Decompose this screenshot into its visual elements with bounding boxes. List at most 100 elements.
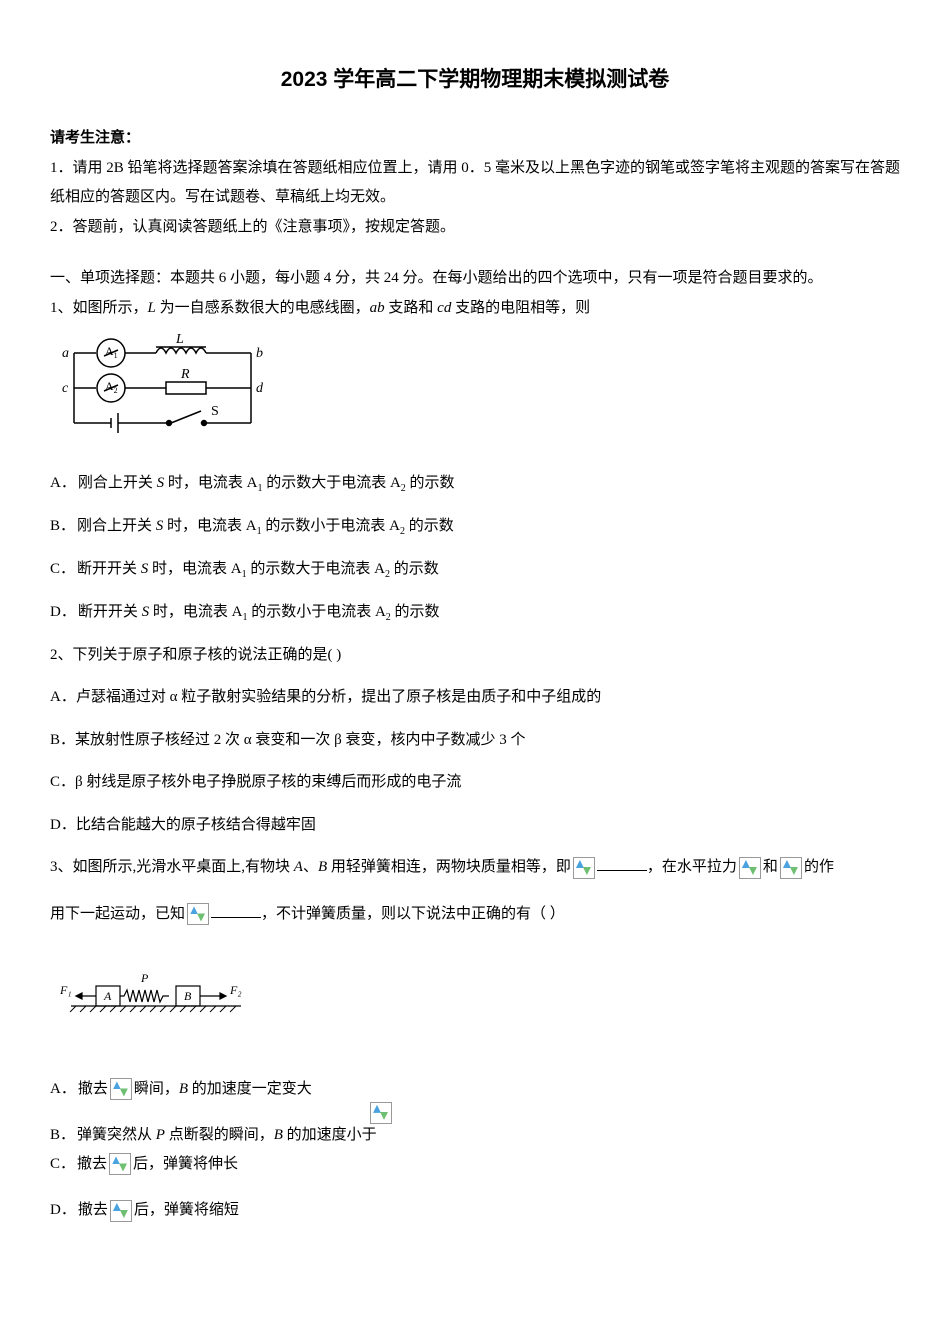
q3-l2a: 用下一起运动，已知 <box>50 906 185 922</box>
q3-option-A: A．撤去瞬间，B 的加速度一定变大 <box>50 1075 900 1104</box>
q1-A-label: A． <box>50 475 76 491</box>
label-F2: F₂ <box>229 983 242 997</box>
broken-image-icon <box>780 857 802 879</box>
q2-option-B: B．某放射性原子核经过 2 次 α 衰变和一次 β 衰变，核内中子数减少 3 个 <box>50 726 900 755</box>
q1-stem-prefix: 如图所示， <box>73 300 148 316</box>
svg-text:A2: A2 <box>105 379 118 395</box>
q2-number: 2、 <box>50 647 73 663</box>
label-d: d <box>256 381 264 396</box>
svg-text:A1: A1 <box>105 344 118 360</box>
q3-D-label: D． <box>50 1202 76 1218</box>
q3-p3: ，在水平拉力 <box>647 859 737 875</box>
q3-number: 3、 <box>50 859 73 875</box>
q1-A-mid2: 的示数大于电流表 A <box>262 475 400 491</box>
notice-heading: 请考生注意： <box>50 124 900 153</box>
broken-image-icon <box>110 1078 132 1100</box>
q3-varA: A <box>294 859 303 875</box>
q3-option-B: B．弹簧突然从 P 点断裂的瞬间，B 的加速度小于 <box>50 1121 900 1124</box>
q3-B-varB: B <box>274 1127 283 1143</box>
q1-C-label: C． <box>50 561 75 577</box>
label-A2-sub: 2 <box>114 386 118 395</box>
label-block-B: B <box>184 989 192 1003</box>
broken-image-icon <box>370 1102 392 1124</box>
q2-option-A: A．卢瑟福通过对 α 粒子散射实验结果的分析，提出了原子核是由质子和中子组成的 <box>50 683 900 712</box>
q1-D-S: S <box>142 604 150 620</box>
blank-line <box>211 904 261 918</box>
q3-A-varB: B <box>179 1081 188 1097</box>
label-A1: A <box>105 344 114 358</box>
q1-D-label: D． <box>50 604 76 620</box>
blank-line <box>597 858 647 872</box>
broken-image-icon <box>187 903 209 925</box>
q1-C-prefix: 断开开关 <box>77 561 141 577</box>
label-b: b <box>256 346 263 361</box>
label-P: P <box>140 971 149 985</box>
q3-D-p1: 撤去 <box>78 1202 108 1218</box>
q1-B-mid: 时，电流表 A <box>163 518 256 534</box>
q1-A-prefix: 刚合上开关 <box>78 475 157 491</box>
q3-stem-line1: 3、如图所示,光滑水平桌面上,有物块 A、B 用轻弹簧相连，两物块质量相等，即 ，… <box>50 853 900 882</box>
q1-C-mid2: 的示数大于电流表 A <box>247 561 385 577</box>
q3-A-p1: 撤去 <box>78 1081 108 1097</box>
q1-B-tail: 的示数 <box>405 518 454 534</box>
q3-stem-line2: 用下一起运动，已知 ，不计弹簧质量，则以下说法中正确的有（ ） <box>50 900 900 929</box>
q2-stem: 2、下列关于原子和原子核的说法正确的是( ) <box>50 641 900 670</box>
q1-B-mid2: 的示数小于电流表 A <box>262 518 400 534</box>
q3-A-p3: 的加速度一定变大 <box>188 1081 312 1097</box>
label-c: c <box>62 381 69 396</box>
q3-varB: B <box>318 859 327 875</box>
label-R: R <box>180 367 190 382</box>
q3-A-label: A． <box>50 1081 76 1097</box>
q1-number: 1、 <box>50 300 73 316</box>
q3-C-p1: 撤去 <box>77 1156 107 1172</box>
label-A2: A <box>105 379 114 393</box>
q1-stem: 1、如图所示，L 为一自感系数很大的电感线圈，ab 支路和 cd 支路的电阻相等… <box>50 294 900 323</box>
q1-A-S: S <box>157 475 165 491</box>
q3-p4: 和 <box>763 859 778 875</box>
q3-D-p2: 后，弹簧将缩短 <box>134 1202 239 1218</box>
q3-B-p2: 点断裂的瞬间， <box>165 1127 274 1143</box>
q1-option-D: D．断开开关 S 时，电流表 A1 的示数小于电流表 A2 的示数 <box>50 598 900 627</box>
q1-A-tail: 的示数 <box>406 475 455 491</box>
q1-C-tail: 的示数 <box>390 561 439 577</box>
q3-sep: 、 <box>303 859 318 875</box>
q3-B-p1: 弹簧突然从 <box>77 1127 156 1143</box>
q1-D-mid: 时，电流表 A <box>149 604 242 620</box>
q3-p1: 如图所示,光滑水平桌面上,有物块 <box>73 859 294 875</box>
q2-option-D: D．比结合能越大的原子核结合得越牢固 <box>50 811 900 840</box>
q1-D-tail: 的示数 <box>391 604 440 620</box>
q3-l2b: ，不计弹簧质量，则以下说法中正确的有（ ） <box>261 906 565 922</box>
q1-var-ab: ab <box>370 300 385 316</box>
q1-B-prefix: 刚合上开关 <box>77 518 156 534</box>
q1-B-label: B． <box>50 518 75 534</box>
q1-stem-mid2: 支路和 <box>385 300 438 316</box>
q2-option-C: C．β 射线是原子核外电子挣脱原子核的束缚后而形成的电子流 <box>50 768 900 797</box>
q3-B-varP: P <box>156 1127 165 1143</box>
notice-2: 2．答题前，认真阅读答题纸上的《注意事项》，按规定答题。 <box>50 213 900 242</box>
label-F1: F₁ <box>59 983 72 997</box>
q3-p2: 用轻弹簧相连，两物块质量相等，即 <box>327 859 571 875</box>
q1-stem-mid3: 支路的电阻相等，则 <box>451 300 590 316</box>
label-S: S <box>211 404 219 419</box>
q3-option-C: C．撤去后，弹簧将伸长 <box>50 1150 900 1179</box>
broken-image-icon <box>573 857 595 879</box>
circuit-diagram: a b c d L R S A1 A2 <box>56 333 276 453</box>
q3-B-label: B． <box>50 1127 75 1143</box>
q2-stem-text: 下列关于原子和原子核的说法正确的是( ) <box>73 647 342 663</box>
q3-p5: 的作 <box>804 859 834 875</box>
label-a: a <box>62 346 69 361</box>
q1-stem-mid1: 为一自感系数很大的电感线圈， <box>156 300 370 316</box>
broken-image-icon <box>110 1200 132 1222</box>
label-L: L <box>175 333 184 347</box>
section1-intro: 一、单项选择题：本题共 6 小题，每小题 4 分，共 24 分。在每小题给出的四… <box>50 264 900 293</box>
broken-image-icon <box>739 857 761 879</box>
q1-D-mid2: 的示数小于电流表 A <box>247 604 385 620</box>
q1-var-L: L <box>148 300 156 316</box>
q1-option-B: B．刚合上开关 S 时，电流表 A1 的示数小于电流表 A2 的示数 <box>50 512 900 541</box>
q3-option-D: D．撤去 后，弹簧将缩短 <box>50 1196 900 1225</box>
q3-C-label: C． <box>50 1156 75 1172</box>
label-A1-sub: 1 <box>114 351 118 360</box>
q3-B-p3: 的加速度小于 <box>283 1127 377 1143</box>
q1-D-prefix: 断开开关 <box>78 604 142 620</box>
page-title: 2023 学年高二下学期物理期末模拟测试卷 <box>50 60 900 100</box>
